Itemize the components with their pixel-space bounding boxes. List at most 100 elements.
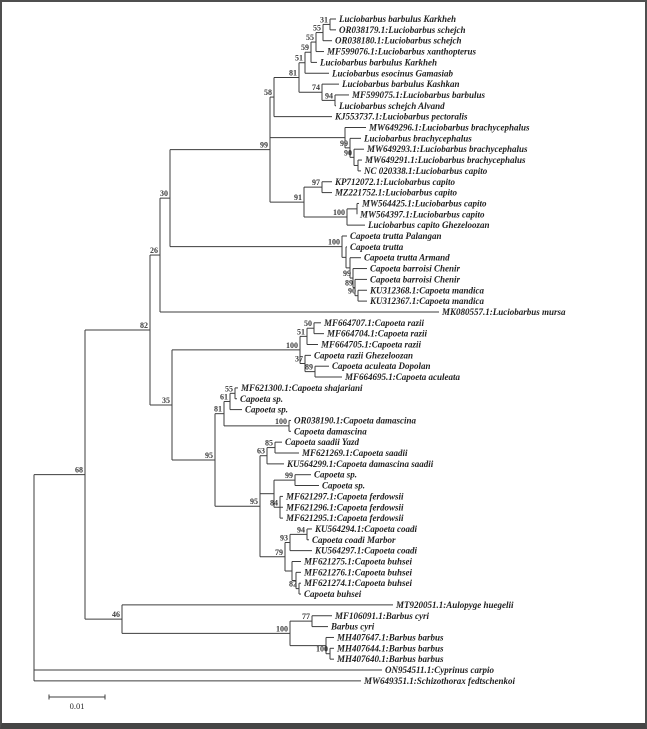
bootstrap-value: 81 xyxy=(214,405,222,414)
bootstrap-value: 82 xyxy=(140,321,148,330)
taxon-label: MF621274.1:Capoeta buhsei xyxy=(303,578,413,588)
taxon-label: Luciobarbus barbulus Karkheh xyxy=(338,14,456,24)
bootstrap-value: 50 xyxy=(304,319,312,328)
bootstrap-value: 100 xyxy=(316,645,328,654)
bootstrap-value: 100 xyxy=(328,238,340,247)
taxon-label: Capoeta barroisi Chenir xyxy=(370,274,461,284)
bootstrap-value: 91 xyxy=(294,193,302,202)
tree-branches xyxy=(33,18,439,682)
bootstrap-value: 30 xyxy=(160,189,168,198)
taxon-label: MF621269.1:Capoeta saadii xyxy=(301,448,408,458)
bootstrap-value: 46 xyxy=(112,610,120,619)
taxon-label: OR038180.1:Luciobarbus schejch xyxy=(335,36,462,46)
bootstrap-value: 74 xyxy=(312,83,320,92)
taxon-label: Capoeta trutta xyxy=(350,242,404,252)
bootstrap-value: 95 xyxy=(250,497,258,506)
taxon-label: MT920051.1:Aulopyge huegelii xyxy=(395,600,514,610)
taxon-label: Capoeta barroisi Chenir xyxy=(370,264,461,274)
bootstrap-value: 31 xyxy=(320,15,328,24)
taxon-label: Luciobarbus brachycephalus xyxy=(363,133,472,143)
bootstrap-value: 51 xyxy=(295,54,303,63)
bootstrap-value: 51 xyxy=(297,327,305,336)
bootstrap-value: 94 xyxy=(325,91,333,100)
taxon-label: KU564294.1:Capoeta coadi xyxy=(314,524,417,534)
bootstrap-value: 89 xyxy=(345,279,353,288)
bootstrap-value: 99 xyxy=(343,269,351,278)
taxon-label: MF664695.1:Capoeta aculeata xyxy=(344,372,460,382)
taxon-label: Capoeta razii Ghezeloozan xyxy=(314,350,413,360)
bootstrap-value: 35 xyxy=(162,396,170,405)
taxon-label: KU564299.1:Capoeta damascina saadii xyxy=(286,459,434,469)
taxon-label: MW649296.1:Luciobarbus brachycephalus xyxy=(368,123,530,133)
taxon-label: Capoeta damascina xyxy=(294,426,367,436)
bootstrap-value: 93 xyxy=(280,534,288,543)
bootstrap-value: 84 xyxy=(270,498,278,507)
bootstrap-value: 100 xyxy=(286,341,298,350)
bootstrap-value: 55 xyxy=(313,24,321,33)
taxon-label: MF621296.1:Capoeta ferdowsii xyxy=(285,502,404,512)
bootstrap-value: 63 xyxy=(257,447,265,456)
bootstrap-value: 79 xyxy=(275,548,283,557)
taxon-label: Capoeta sp. xyxy=(322,481,365,491)
bootstrap-value: 99 xyxy=(285,471,293,480)
taxon-label: Capoeta trutta Armand xyxy=(364,253,450,263)
taxon-label: Capoeta sp. xyxy=(240,394,283,404)
taxon-label: OR038190.1:Capoeta damascina xyxy=(294,415,417,425)
taxon-label: MF621275.1:Capoeta buhsei xyxy=(303,557,413,567)
bootstrap-value: 26 xyxy=(150,246,158,255)
taxon-label: Luciobarbus barbulus Karkheh xyxy=(319,57,437,67)
taxon-label: MW649291.1:Luciobarbus brachycephalus xyxy=(364,155,526,165)
bootstrap-value: 58 xyxy=(264,88,272,97)
taxon-label: Capoeta sp. xyxy=(314,470,357,480)
scale-bar-label: 0.01 xyxy=(70,701,85,711)
bootstrap-value: 99 xyxy=(260,141,268,150)
taxon-label: MK080557.1:Luciobarbus mursa xyxy=(441,307,566,317)
taxon-label: ON954511.1:Cyprinus carpio xyxy=(385,665,495,675)
taxon-label: MF621300.1:Capoeta shajariani xyxy=(240,383,363,393)
taxon-label: Capoeta aculeata Dopolan xyxy=(332,361,431,371)
taxon-label: MF621276.1:Capoeta buhsei xyxy=(303,567,413,577)
taxon-label: MH407640.1:Barbus barbus xyxy=(336,654,444,664)
taxon-label: MZ221752.1:Luciobarbus capito xyxy=(334,188,458,198)
scale-bar: 0.01 xyxy=(48,694,106,711)
taxon-label: Capoeta sp. xyxy=(245,405,288,415)
taxon-label: KU312367.1:Capoeta mandica xyxy=(369,296,484,306)
bootstrap-value: 85 xyxy=(265,439,273,448)
bootstrap-value: 82 xyxy=(289,580,297,589)
taxon-label: MF106091.1:Barbus cyri xyxy=(334,611,430,621)
taxon-label: MF599076.1:Luciobarbus xanthopterus xyxy=(326,47,477,57)
taxon-label: MF621297.1:Capoeta ferdowsii xyxy=(285,491,404,501)
bootstrap-value: 59 xyxy=(301,43,309,52)
bootstrap-value: 77 xyxy=(302,612,310,621)
taxon-label: MH407647.1:Barbus barbus xyxy=(336,632,444,642)
taxon-label: Capoeta trutta Palangan xyxy=(350,231,442,241)
taxon-label: KJ553737.1:Luciobarbus pectoralis xyxy=(334,112,468,122)
taxon-label: MW564397.1:Luciobarbus capito xyxy=(359,209,485,219)
taxon-label: MF664705.1:Capoeta razii xyxy=(320,340,422,350)
taxon-label: Capoeta buhsei xyxy=(304,589,362,599)
taxon-label: KU312368.1:Capoeta mandica xyxy=(369,285,484,295)
bootstrap-value: 68 xyxy=(75,466,83,475)
bootstrap-value: 89 xyxy=(305,363,313,372)
taxon-label: OR038179.1:Luciobarbus schejch xyxy=(339,25,466,35)
taxon-label: MF664704.1:Capoeta razii xyxy=(326,329,428,339)
bootstrap-value: 95 xyxy=(205,451,213,460)
taxon-label: Luciobarbus esocinus Gamasiab xyxy=(331,68,454,78)
bootstrap-value: 94 xyxy=(297,525,305,534)
bootstrap-value: 100 xyxy=(275,417,287,426)
bootstrap-value: 61 xyxy=(220,392,228,401)
taxon-label: Capoeta saadii Yazd xyxy=(285,437,360,447)
bootstrap-value: 90 xyxy=(344,148,352,157)
taxon-label: KU564297.1:Capoeta coadi xyxy=(314,546,417,556)
bootstrap-value: 55 xyxy=(225,384,233,393)
taxon-label: Barbus cyri xyxy=(330,622,375,632)
bootstrap-value: 99 xyxy=(340,139,348,148)
taxon-label: Capoeta coadi Marbor xyxy=(312,535,396,545)
taxon-label: MW649351.1:Schizothorax fedtschenkoi xyxy=(363,676,516,686)
bootstrap-value: 100 xyxy=(333,208,345,217)
bootstrap-value: 90 xyxy=(348,287,356,296)
taxon-label: Luciobarbus capito Ghezeloozan xyxy=(367,220,490,230)
